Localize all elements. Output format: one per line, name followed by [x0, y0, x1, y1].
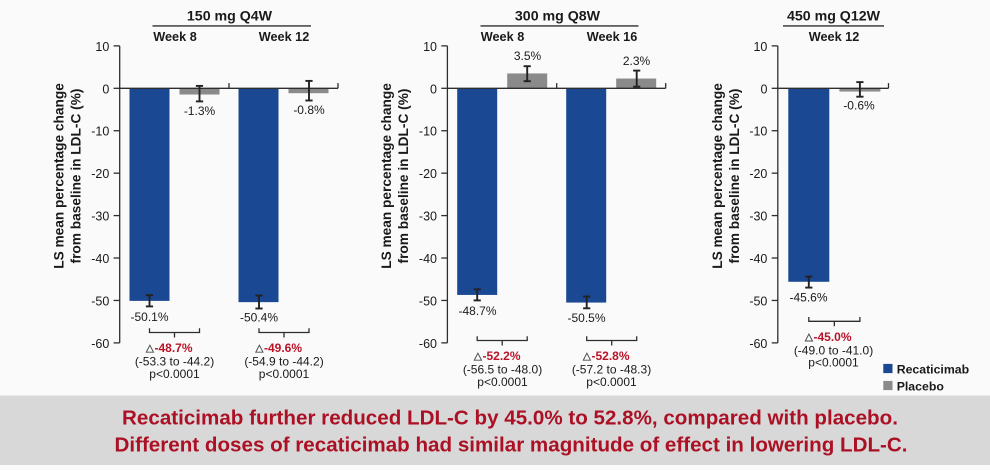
svg-text:-10: -10 [419, 125, 437, 139]
svg-text:-20: -20 [91, 167, 109, 181]
svg-text:0: 0 [102, 82, 109, 96]
svg-text:3.5%: 3.5% [514, 49, 542, 63]
svg-text:10: 10 [95, 40, 109, 54]
svg-text:-50: -50 [91, 294, 109, 308]
svg-text:p<0.0001: p<0.0001 [149, 367, 200, 381]
svg-text:-10: -10 [749, 125, 767, 139]
svg-text:300 mg Q8W: 300 mg Q8W [515, 9, 601, 25]
svg-text:Recaticimab: Recaticimab [897, 362, 969, 376]
svg-text:0: 0 [760, 82, 767, 96]
svg-text:-60: -60 [419, 337, 437, 351]
svg-text:(-54.9 to -44.2): (-54.9 to -44.2) [244, 355, 323, 369]
svg-text:-50: -50 [749, 294, 767, 308]
svg-text:(-49.0 to -41.0): (-49.0 to -41.0) [794, 343, 873, 357]
svg-text:-60: -60 [91, 337, 109, 351]
svg-text:-30: -30 [419, 210, 437, 224]
svg-text:450 mg Q12W: 450 mg Q12W [787, 9, 881, 25]
svg-text:Week 8: Week 8 [481, 30, 525, 44]
svg-text:-20: -20 [419, 167, 437, 181]
svg-text:Week 16: Week 16 [587, 30, 638, 44]
svg-text:-60: -60 [749, 337, 767, 351]
svg-text:-52.2%: -52.2% [483, 349, 521, 363]
svg-text:(-56.5 to -48.0): (-56.5 to -48.0) [463, 363, 542, 377]
svg-text:-50.4%: -50.4% [240, 310, 278, 324]
svg-text:-40: -40 [749, 252, 767, 266]
svg-text:-48.7%: -48.7% [155, 341, 193, 355]
svg-text:-30: -30 [91, 210, 109, 224]
svg-text:-48.7%: -48.7% [458, 304, 496, 318]
svg-text:-0.8%: -0.8% [293, 103, 325, 117]
svg-text:10: 10 [753, 40, 767, 54]
svg-text:2.3%: 2.3% [623, 54, 651, 68]
svg-text:0: 0 [430, 82, 437, 96]
svg-text:Recaticimab further reduced LD: Recaticimab further reduced LDL-C by 45.… [122, 406, 898, 429]
svg-text:(-53.3 to -44.2): (-53.3 to -44.2) [135, 355, 214, 369]
svg-text:Placebo: Placebo [897, 379, 945, 393]
svg-text:-0.6%: -0.6% [843, 99, 875, 113]
svg-text:p<0.0001: p<0.0001 [808, 356, 859, 370]
svg-text:-45.6%: -45.6% [789, 291, 827, 305]
svg-text:10: 10 [423, 40, 437, 54]
svg-text:-49.6%: -49.6% [264, 341, 302, 355]
svg-text:-50.5%: -50.5% [567, 311, 605, 325]
svg-text:-40: -40 [419, 252, 437, 266]
svg-text:-20: -20 [749, 167, 767, 181]
svg-text:-52.8%: -52.8% [592, 349, 630, 363]
svg-text:150 mg Q4W: 150 mg Q4W [187, 9, 273, 25]
svg-text:Week 8: Week 8 [153, 30, 197, 44]
svg-text:-45.0%: -45.0% [814, 330, 852, 344]
svg-text:-1.3%: -1.3% [184, 104, 216, 118]
svg-text:Week 12: Week 12 [259, 30, 310, 44]
svg-text:(-57.2 to -48.3): (-57.2 to -48.3) [572, 363, 651, 377]
svg-text:Week 12: Week 12 [809, 30, 860, 44]
svg-text:-50: -50 [419, 294, 437, 308]
svg-text:p<0.0001: p<0.0001 [586, 375, 637, 389]
svg-text:-40: -40 [91, 252, 109, 266]
svg-text:Different doses of recaticimab: Different doses of recaticimab had simil… [115, 434, 908, 457]
svg-text:p<0.0001: p<0.0001 [259, 367, 310, 381]
svg-text:-50.1%: -50.1% [130, 310, 168, 324]
svg-text:p<0.0001: p<0.0001 [477, 375, 528, 389]
svg-text:-30: -30 [749, 210, 767, 224]
svg-text:-10: -10 [91, 125, 109, 139]
